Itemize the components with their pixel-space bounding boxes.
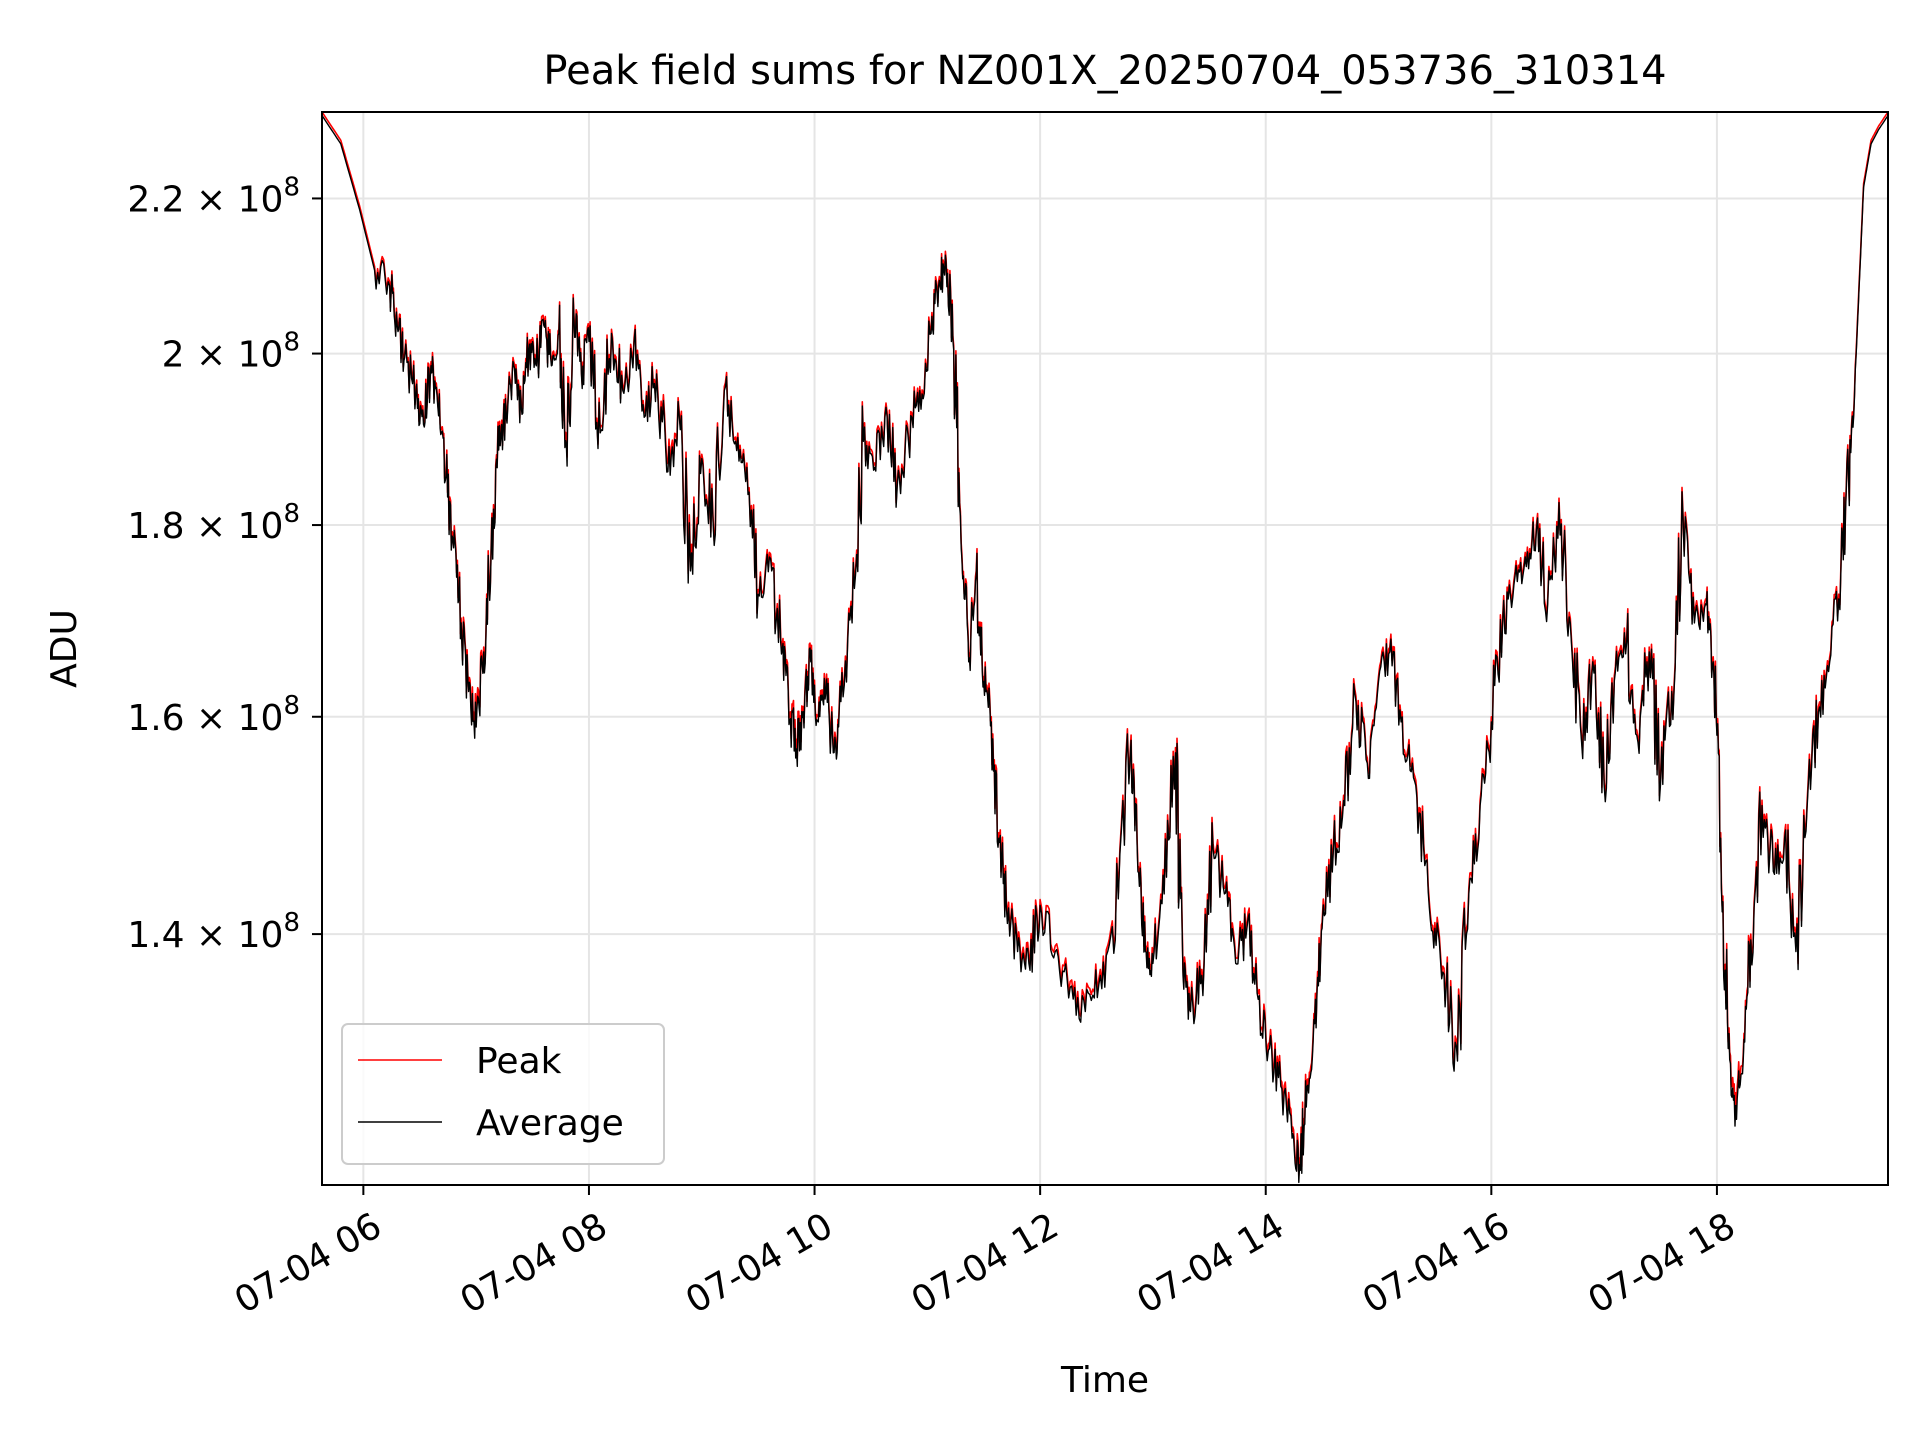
y-tick-mantissa: 1.8: [127, 506, 184, 547]
legend-box: [341, 1023, 665, 1165]
y-tick-label: 1.4 × 108: [127, 908, 300, 956]
y-tick-label: 1.6 × 108: [127, 691, 300, 739]
plot-area: [321, 111, 1889, 1184]
series-line-average: [321, 115, 1889, 1184]
y-tick-exponent: 8: [283, 172, 300, 202]
y-tick-mantissa: 2.2: [127, 179, 184, 220]
y-tick-label: 2 × 108: [162, 328, 300, 376]
chart-title: Peak field sums for NZ001X_20250704_0537…: [543, 48, 1666, 94]
y-tick-times: ×: [185, 915, 238, 956]
y-tick-exponent: 8: [283, 328, 300, 358]
grid: [322, 112, 1888, 1185]
y-tick-mantissa: 1.6: [127, 698, 184, 739]
y-tick-exponent: 8: [283, 499, 300, 529]
y-tick-base: 10: [238, 698, 284, 739]
x-axis-label: Time: [1060, 1360, 1149, 1401]
y-tick-times: ×: [185, 506, 238, 547]
y-tick-exponent: 8: [283, 908, 300, 938]
y-tick-exponent: 8: [283, 691, 300, 721]
legend-label-average: Average: [476, 1103, 624, 1144]
axes-frame: [321, 111, 1889, 1186]
legend-label-peak: Peak: [476, 1041, 562, 1082]
y-tick-times: ×: [185, 698, 238, 739]
legend: Peak Average: [341, 1023, 665, 1165]
y-tick-mantissa: 1.4: [127, 915, 184, 956]
y-tick-base: 10: [238, 335, 284, 376]
y-tick-times: ×: [185, 335, 238, 376]
y-axis-label: ADU: [44, 609, 85, 688]
y-tick-label: 1.8 × 108: [127, 499, 300, 547]
y-tick-base: 10: [238, 506, 284, 547]
y-tick-base: 10: [238, 179, 284, 220]
y-tick-base: 10: [238, 915, 284, 956]
y-tick-label: 2.2 × 108: [127, 172, 300, 220]
y-tick-times: ×: [185, 179, 238, 220]
y-tick-mantissa: 2: [162, 335, 185, 376]
